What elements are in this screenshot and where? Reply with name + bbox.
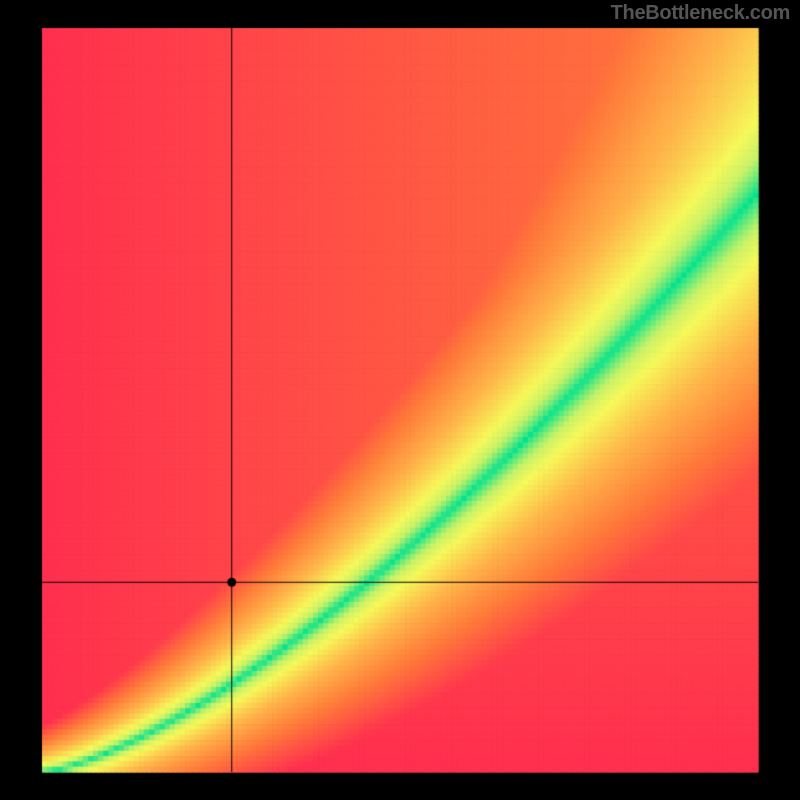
- watermark-text: TheBottleneck.com: [611, 2, 790, 25]
- chart-container: { "watermark": { "text": "TheBottleneck.…: [0, 0, 800, 800]
- bottleneck-heatmap: [0, 0, 800, 800]
